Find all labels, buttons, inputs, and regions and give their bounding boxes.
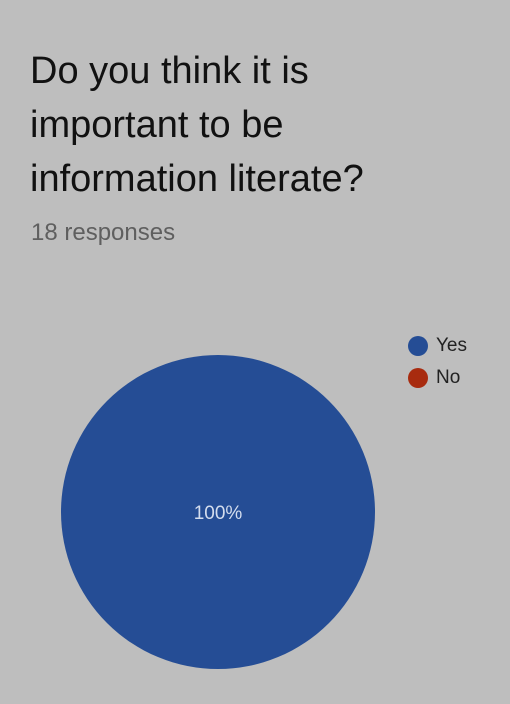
response-count: 18 responses [31, 219, 176, 246]
question-title-line-3: information literate? [30, 158, 364, 200]
chart-legend: Yes No [408, 330, 467, 394]
legend-swatch-yes [408, 336, 428, 356]
legend-swatch-no [408, 368, 428, 388]
legend-label-no: No [436, 367, 461, 388]
pie-slice-yes[interactable] [61, 355, 375, 669]
pie-chart: 100% [61, 355, 375, 669]
question-title-line-1: Do you think it is [30, 50, 309, 92]
legend-item-no[interactable]: No [408, 362, 467, 394]
legend-item-yes[interactable]: Yes [408, 330, 467, 362]
legend-label-yes: Yes [436, 335, 467, 356]
pie-slice-label-yes: 100% [194, 503, 243, 524]
question-title-line-2: important to be [30, 104, 284, 146]
question-title: Do you think it is important to be infor… [30, 44, 470, 206]
